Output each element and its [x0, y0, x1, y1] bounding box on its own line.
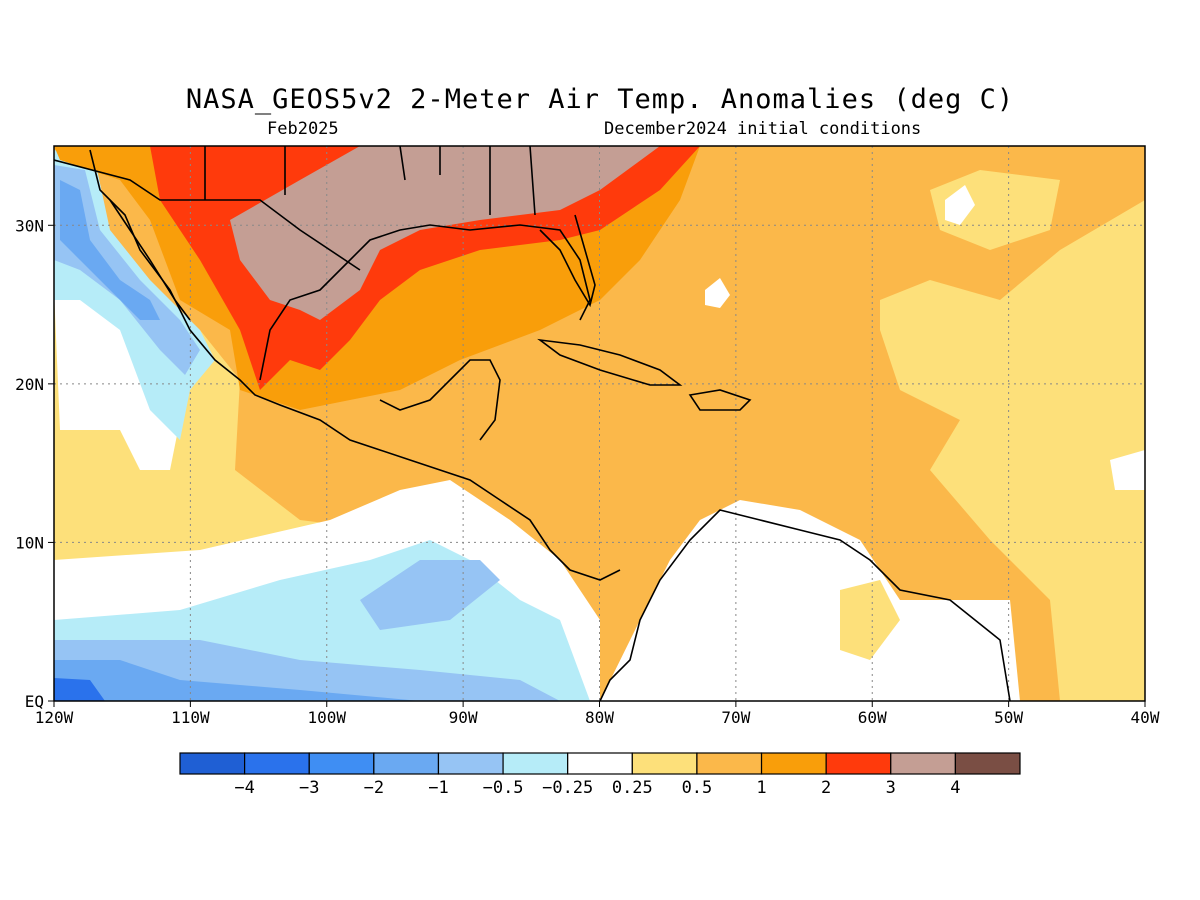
lon-tick-label: 110W [171, 708, 210, 727]
caribbean-neutral-spot [705, 278, 730, 308]
equator-cold-spot [54, 678, 105, 701]
eastern-pacific-coolest [54, 660, 420, 701]
lon-tick-label: 40W [1131, 708, 1160, 727]
colombia-neutral [600, 500, 1020, 701]
coast-south-america [599, 509, 1011, 701]
lon-tick-label: 70W [721, 708, 750, 727]
colorbar-swatch [631, 752, 698, 775]
colorbar-swatch [308, 752, 375, 775]
lat-tick-label: 30N [15, 216, 44, 235]
lon-axis: 120W 110W 100W 90W 80W 70W 60W 50W 40W [35, 701, 1160, 727]
baja-coast-cooler [54, 165, 200, 375]
border-us-mexico [54, 159, 361, 271]
map-subtitle-period: Feb2025 [267, 119, 339, 139]
lon-tick-label: 60W [858, 708, 887, 727]
atlantic-neutral-spot [945, 185, 975, 225]
colorbar-swatch [567, 752, 633, 775]
colorbar-label: −3 [299, 778, 319, 798]
colorbar-label: −4 [234, 778, 254, 798]
eastern-pacific-cooler [54, 560, 560, 701]
colorbar-swatch [244, 752, 310, 775]
map-title: NASA_GEOS5v2 2-Meter Air Temp. Anomalies… [185, 84, 1015, 115]
lat-tick-label: 20N [15, 375, 44, 394]
coast-baja [109, 199, 191, 321]
colorbar-swatch [825, 752, 892, 775]
guiana-warm [840, 580, 900, 660]
lon-tick-label: 50W [994, 708, 1023, 727]
lat-axis: EQ 10N 20N 30N [15, 216, 54, 711]
coast-yucatan [379, 359, 501, 441]
lon-tick-label: 90W [449, 708, 478, 727]
colorbar-swatch [373, 752, 440, 775]
colorbar-swatch [954, 752, 1021, 775]
pacific-coast-neutral [54, 290, 180, 470]
colorbar-label: 3 [886, 778, 896, 798]
colorbar-label: 1 [756, 778, 766, 798]
lat-tick-label: 10N [15, 533, 44, 552]
colorbar-label: 0.25 [612, 778, 653, 798]
colorbar-swatch [760, 752, 827, 775]
colorbar-swatch [437, 752, 504, 775]
colorbar-swatch [890, 752, 956, 775]
coast-gulf [259, 224, 591, 381]
border-states [204, 146, 536, 216]
baja-coast-coolest [60, 180, 160, 320]
colorbar-label: 4 [950, 778, 960, 798]
colorbar: −4 −3 −2 −1 −0.5 −0.25 0.25 0.5 1 2 3 4 [179, 752, 1021, 798]
colorbar-label: −0.25 [542, 778, 593, 798]
colorbar-label: −2 [364, 778, 384, 798]
coast-mexico-pacific [89, 149, 621, 581]
northeast-gulf-extreme [230, 146, 660, 320]
colorbar-swatch [696, 752, 763, 775]
colorbar-label: 0.5 [682, 778, 713, 798]
lon-tick-label: 80W [585, 708, 614, 727]
coast-hispaniola [688, 389, 752, 411]
colorbar-swatch [502, 752, 569, 775]
colorbar-label: −0.5 [483, 778, 524, 798]
coastlines [54, 146, 1011, 701]
atlantic-light-warm [880, 146, 1145, 701]
map-subtitle-init: December2024 initial conditions [604, 119, 922, 139]
colorbar-swatch [179, 752, 246, 775]
atlantic-neutral-edge [1110, 450, 1145, 490]
lat-tick-label: EQ [25, 692, 44, 711]
lon-tick-label: 100W [307, 708, 346, 727]
colorbar-label: 2 [821, 778, 831, 798]
lon-tick-label: 120W [35, 708, 74, 727]
coast-florida [539, 214, 596, 308]
colorbar-label: −1 [428, 778, 448, 798]
map-grid [54, 146, 1145, 701]
coast-cuba [537, 338, 683, 386]
